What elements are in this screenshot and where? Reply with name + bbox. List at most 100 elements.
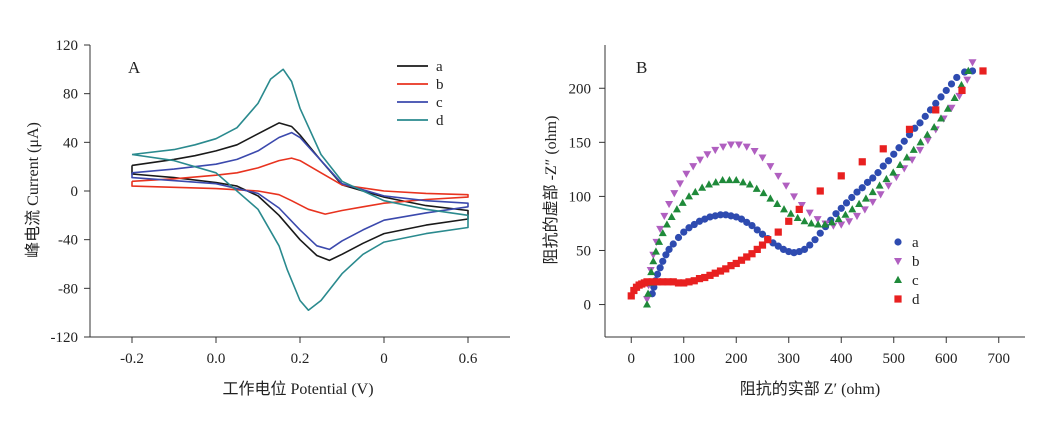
panel-b-legend-marker-c xyxy=(894,275,902,283)
panel-a-y-tick-label: 80 xyxy=(63,87,78,103)
panel-b-series-d-point xyxy=(674,279,683,287)
panel-b-series-c-point xyxy=(855,199,864,207)
panel-b-series-b-point xyxy=(916,146,924,155)
panel-b-series-b-point xyxy=(782,182,791,190)
panel-b-y-tick-label: 0 xyxy=(584,298,592,314)
panel-b-series-a-point xyxy=(680,228,688,236)
panel-b-series-c-point xyxy=(923,130,932,138)
panel-b-series-c-point xyxy=(807,219,816,227)
panel-b-series-b-point xyxy=(853,212,861,221)
panel-b-series-c-point xyxy=(718,175,727,184)
panel-a-x-tick-label: 0 xyxy=(380,351,388,367)
panel-a-x-tick-label: 0.2 xyxy=(291,351,310,367)
panel-b-series-c-point xyxy=(930,122,939,131)
panel-b-series-d-point xyxy=(743,253,751,261)
panel-a-y-tick-label: -40 xyxy=(58,233,78,249)
panel-b-series-a-point xyxy=(874,169,882,177)
panel-b-series-c-point xyxy=(691,187,700,196)
panel-b-series-b-point xyxy=(947,104,956,112)
panel-b-series-c-point xyxy=(780,205,789,213)
panel-b-series-c-point xyxy=(672,205,681,213)
panel-a-y-tick-label: 40 xyxy=(63,135,78,151)
panel-b-series-d-point xyxy=(979,67,987,75)
panel-b-series-b-point xyxy=(868,198,877,207)
panel-b-series-d-point xyxy=(816,187,824,195)
panel-b-series-d-point xyxy=(690,277,698,285)
panel-b-series-a-point xyxy=(932,99,940,107)
panel-b-series-c-point xyxy=(643,300,651,308)
panel-b-legend-marker-a xyxy=(894,238,902,246)
panel-b-series-a-point xyxy=(916,119,924,127)
panel-b-series-b-point xyxy=(790,193,798,201)
panel-b-series-c-point xyxy=(896,160,905,169)
panel-b-series-c-point xyxy=(773,199,782,207)
panel-a-x-tick-label: 0.6 xyxy=(459,351,478,367)
panel-a-y-tick-label: 0 xyxy=(71,184,79,200)
panel-b-series-a-point xyxy=(716,211,725,219)
panel-b-series-c-point xyxy=(800,217,809,225)
panel-b-series-b-point xyxy=(719,143,728,151)
panel-a-y-tick-label: -80 xyxy=(58,281,78,297)
panel-b-y-tick-label: 50 xyxy=(576,243,591,259)
panel-b-series-a-point xyxy=(863,178,872,186)
panel-b-series-d-point xyxy=(774,228,782,236)
panel-b-series-c-point xyxy=(861,194,870,202)
panel-b-series-a-point xyxy=(816,229,824,237)
panel-b-x-tick-label: 100 xyxy=(673,351,696,367)
panel-b-series-a-point xyxy=(685,224,693,232)
panel-b-series-c-point xyxy=(875,181,884,189)
panel-b-series-a-point xyxy=(653,270,662,278)
panel-b-series-b-point xyxy=(750,147,759,156)
panel-b-series-d-point xyxy=(706,271,714,279)
panel-b-series-d-point xyxy=(653,278,662,286)
panel-b-series-d-point xyxy=(669,278,677,286)
panel-b-series-a-point xyxy=(884,157,893,165)
panel-b-series-c-point xyxy=(704,180,713,188)
panel-b-series-c-point xyxy=(745,180,754,188)
panel-b-series-a-point xyxy=(842,199,851,207)
panel-b-eis-chart: B 阻抗的实部 Z′ (ohm) 阻抗的虚部 -Z″ (ohm) 0 100 200… xyxy=(542,45,1025,398)
panel-b-series-d-point xyxy=(748,250,756,258)
panel-b-series-d-point xyxy=(701,273,709,282)
panel-b-series-d-point xyxy=(785,217,793,225)
panel-b-series-b-point xyxy=(968,59,977,67)
panel-b-series-b-point xyxy=(805,209,814,217)
panel-b-series-c-point xyxy=(759,188,768,197)
panel-b-legend-label-c: c xyxy=(912,273,919,289)
panel-b-series-c-point xyxy=(943,104,952,112)
panel-a-y-axis-title: 峰电流 Current (μA) xyxy=(24,122,42,258)
panel-b-series-c-point xyxy=(655,237,664,245)
panel-b-series-a-point xyxy=(669,240,677,248)
panel-b-series-a-point xyxy=(774,242,782,250)
panel-b-x-tick-label: 600 xyxy=(935,351,958,367)
panel-b-series-d-point xyxy=(711,269,719,277)
panel-b-series-c-point xyxy=(848,205,857,213)
panel-b-series-b-point xyxy=(703,151,712,159)
panel-b-series-c-point xyxy=(834,214,843,223)
panel-a-legend-label-d: d xyxy=(436,113,444,129)
panel-b-series-c-point xyxy=(678,198,687,206)
panel-b-series-b-point xyxy=(845,218,854,226)
panel-b-series-b-point xyxy=(734,141,743,149)
panel-b-series-b-point xyxy=(955,92,964,101)
panel-b-series-d-point xyxy=(695,275,704,283)
panel-b-series-a-point xyxy=(900,137,908,145)
panel-b-series-a-point xyxy=(921,112,929,120)
panel-b-legend-label-a: a xyxy=(912,235,919,251)
panel-b-series-c-point xyxy=(752,184,761,192)
panel-b-series-c-point xyxy=(647,267,656,276)
panel-b-series-a-point xyxy=(811,236,819,244)
panel-b-x-tick-label: 500 xyxy=(883,351,906,367)
panel-a-legend-label-c: c xyxy=(436,95,443,111)
panel-b-series-c-point xyxy=(698,183,707,191)
panel-b-series-a-point xyxy=(674,233,683,242)
panel-b-series-b-point xyxy=(711,146,720,155)
panel-b-series-a-point xyxy=(853,188,861,196)
panel-b-series-a-point xyxy=(665,245,673,253)
panel-b-series-b-point xyxy=(908,156,917,164)
panel-b-series-a-point xyxy=(947,80,956,88)
panel-b-series-d-point xyxy=(727,262,735,270)
panel-b-series-d-point xyxy=(737,256,746,264)
panel-b-label: B xyxy=(636,58,647,77)
